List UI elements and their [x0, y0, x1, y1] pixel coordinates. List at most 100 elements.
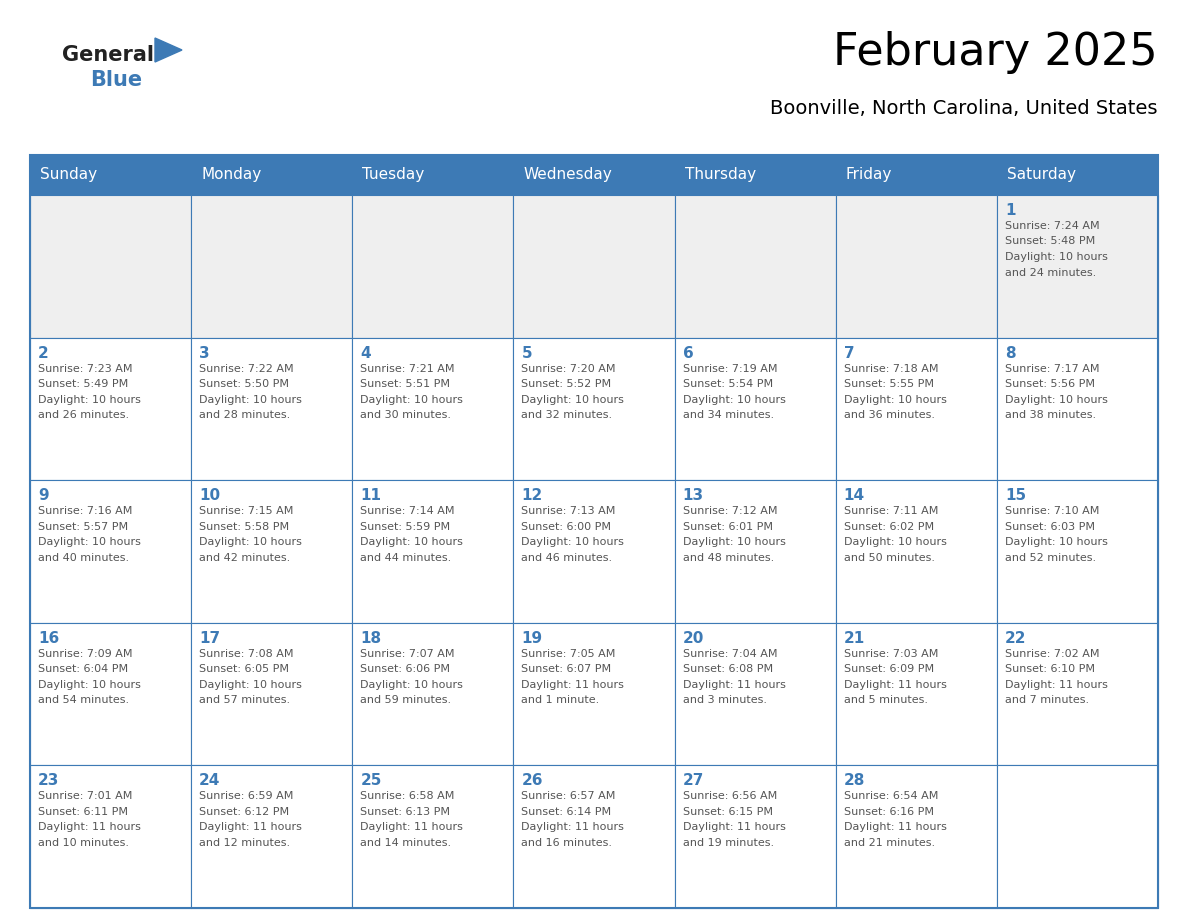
Text: Sunset: 5:55 PM: Sunset: 5:55 PM: [843, 379, 934, 389]
Text: Daylight: 11 hours: Daylight: 11 hours: [200, 823, 302, 833]
Text: 19: 19: [522, 631, 543, 645]
Text: Sunset: 6:11 PM: Sunset: 6:11 PM: [38, 807, 128, 817]
Text: and 40 minutes.: and 40 minutes.: [38, 553, 129, 563]
Bar: [191, 338, 353, 480]
Text: 23: 23: [38, 773, 59, 789]
Text: Daylight: 11 hours: Daylight: 11 hours: [843, 823, 947, 833]
Text: Sunrise: 7:05 AM: Sunrise: 7:05 AM: [522, 649, 615, 659]
Polygon shape: [154, 38, 182, 62]
Text: Sunset: 6:14 PM: Sunset: 6:14 PM: [522, 807, 612, 817]
Bar: [30, 195, 191, 338]
Text: Daylight: 10 hours: Daylight: 10 hours: [843, 537, 947, 547]
Bar: [997, 622, 1158, 766]
Text: Sunrise: 7:24 AM: Sunrise: 7:24 AM: [1005, 221, 1099, 231]
Text: Daylight: 10 hours: Daylight: 10 hours: [843, 395, 947, 405]
Text: 8: 8: [1005, 345, 1016, 361]
Text: Sunset: 5:49 PM: Sunset: 5:49 PM: [38, 379, 128, 389]
Text: General: General: [62, 45, 154, 65]
Text: Sunrise: 7:03 AM: Sunrise: 7:03 AM: [843, 649, 939, 659]
Text: Sunrise: 7:10 AM: Sunrise: 7:10 AM: [1005, 506, 1099, 516]
Text: and 14 minutes.: and 14 minutes.: [360, 838, 451, 848]
Text: 14: 14: [843, 488, 865, 503]
Text: Sunrise: 7:01 AM: Sunrise: 7:01 AM: [38, 791, 132, 801]
Text: Sunrise: 7:23 AM: Sunrise: 7:23 AM: [38, 364, 133, 374]
Text: Daylight: 11 hours: Daylight: 11 hours: [683, 823, 785, 833]
Bar: [353, 622, 513, 766]
Text: Sunrise: 7:21 AM: Sunrise: 7:21 AM: [360, 364, 455, 374]
Text: Sunrise: 7:19 AM: Sunrise: 7:19 AM: [683, 364, 777, 374]
Text: and 1 minute.: and 1 minute.: [522, 695, 600, 705]
Text: Sunset: 6:12 PM: Sunset: 6:12 PM: [200, 807, 289, 817]
Text: Sunset: 6:06 PM: Sunset: 6:06 PM: [360, 665, 450, 675]
Text: Sunrise: 7:17 AM: Sunrise: 7:17 AM: [1005, 364, 1099, 374]
Text: Sunset: 5:59 PM: Sunset: 5:59 PM: [360, 521, 450, 532]
Bar: [191, 480, 353, 622]
Text: Sunset: 6:08 PM: Sunset: 6:08 PM: [683, 665, 772, 675]
Text: Daylight: 11 hours: Daylight: 11 hours: [360, 823, 463, 833]
Text: Daylight: 10 hours: Daylight: 10 hours: [360, 537, 463, 547]
Text: 16: 16: [38, 631, 59, 645]
Bar: [513, 480, 675, 622]
Text: and 32 minutes.: and 32 minutes.: [522, 410, 613, 420]
Text: Boonville, North Carolina, United States: Boonville, North Carolina, United States: [771, 98, 1158, 118]
Text: Sunset: 6:10 PM: Sunset: 6:10 PM: [1005, 665, 1095, 675]
Text: and 5 minutes.: and 5 minutes.: [843, 695, 928, 705]
Text: Sunrise: 7:12 AM: Sunrise: 7:12 AM: [683, 506, 777, 516]
Text: Sunset: 5:52 PM: Sunset: 5:52 PM: [522, 379, 612, 389]
Text: 26: 26: [522, 773, 543, 789]
Text: and 3 minutes.: and 3 minutes.: [683, 695, 766, 705]
Text: and 38 minutes.: and 38 minutes.: [1005, 410, 1097, 420]
Text: and 44 minutes.: and 44 minutes.: [360, 553, 451, 563]
Text: and 19 minutes.: and 19 minutes.: [683, 838, 773, 848]
Bar: [30, 766, 191, 908]
Text: Daylight: 10 hours: Daylight: 10 hours: [1005, 252, 1107, 262]
Text: 18: 18: [360, 631, 381, 645]
Text: Thursday: Thursday: [684, 167, 756, 183]
Text: and 24 minutes.: and 24 minutes.: [1005, 267, 1097, 277]
Text: and 57 minutes.: and 57 minutes.: [200, 695, 290, 705]
Text: 10: 10: [200, 488, 220, 503]
Text: and 54 minutes.: and 54 minutes.: [38, 695, 129, 705]
Bar: [997, 480, 1158, 622]
Text: 25: 25: [360, 773, 381, 789]
Text: Sunset: 6:16 PM: Sunset: 6:16 PM: [843, 807, 934, 817]
Text: and 12 minutes.: and 12 minutes.: [200, 838, 290, 848]
Text: Daylight: 10 hours: Daylight: 10 hours: [360, 395, 463, 405]
Text: 15: 15: [1005, 488, 1026, 503]
Text: 5: 5: [522, 345, 532, 361]
Text: Daylight: 10 hours: Daylight: 10 hours: [200, 537, 302, 547]
Text: Tuesday: Tuesday: [362, 167, 424, 183]
Text: Sunset: 5:50 PM: Sunset: 5:50 PM: [200, 379, 289, 389]
Bar: [675, 338, 835, 480]
Bar: [30, 338, 191, 480]
Bar: [513, 338, 675, 480]
Text: Daylight: 10 hours: Daylight: 10 hours: [522, 395, 625, 405]
Text: Daylight: 10 hours: Daylight: 10 hours: [200, 395, 302, 405]
Text: Saturday: Saturday: [1007, 167, 1076, 183]
Text: 11: 11: [360, 488, 381, 503]
Text: 7: 7: [843, 345, 854, 361]
Text: and 21 minutes.: and 21 minutes.: [843, 838, 935, 848]
Text: Sunrise: 7:14 AM: Sunrise: 7:14 AM: [360, 506, 455, 516]
Bar: [353, 480, 513, 622]
Text: Daylight: 11 hours: Daylight: 11 hours: [683, 680, 785, 689]
Text: Sunrise: 7:02 AM: Sunrise: 7:02 AM: [1005, 649, 1099, 659]
Bar: [675, 195, 835, 338]
Text: Sunrise: 6:54 AM: Sunrise: 6:54 AM: [843, 791, 939, 801]
Bar: [675, 622, 835, 766]
Text: and 28 minutes.: and 28 minutes.: [200, 410, 290, 420]
Text: Daylight: 10 hours: Daylight: 10 hours: [1005, 537, 1107, 547]
Bar: [513, 195, 675, 338]
Text: Friday: Friday: [846, 167, 892, 183]
Text: Daylight: 10 hours: Daylight: 10 hours: [683, 395, 785, 405]
Bar: [835, 195, 997, 338]
Text: Sunset: 6:04 PM: Sunset: 6:04 PM: [38, 665, 128, 675]
Text: Sunday: Sunday: [40, 167, 97, 183]
Text: Daylight: 10 hours: Daylight: 10 hours: [522, 537, 625, 547]
Bar: [353, 338, 513, 480]
Bar: [30, 155, 1158, 908]
Bar: [675, 766, 835, 908]
Text: Sunset: 6:03 PM: Sunset: 6:03 PM: [1005, 521, 1095, 532]
Text: Sunrise: 7:22 AM: Sunrise: 7:22 AM: [200, 364, 293, 374]
Text: 13: 13: [683, 488, 703, 503]
